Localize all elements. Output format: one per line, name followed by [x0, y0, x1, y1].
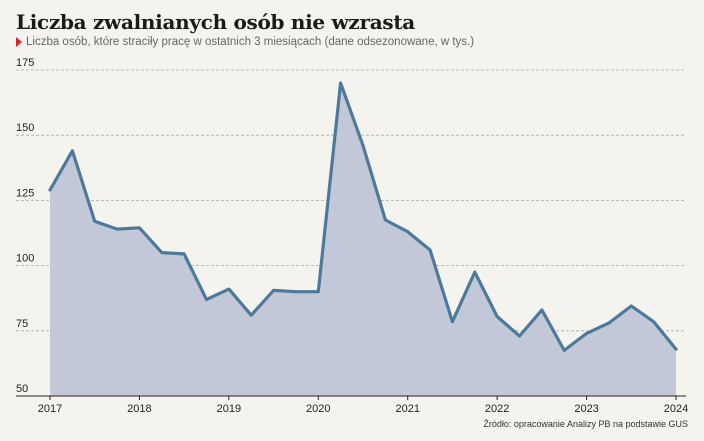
series-area — [50, 83, 676, 396]
x-tick-label: 2019 — [217, 403, 241, 415]
chart-subtitle: Liczba osób, które straciły pracę w osta… — [16, 36, 474, 48]
x-tick-label: 2024 — [664, 403, 688, 415]
source-note: Źródło: opracowanie Analizy PB na podsta… — [483, 419, 688, 429]
x-tick-label: 2021 — [395, 403, 419, 415]
chart-title: Liczba zwalnianych osób nie wzrasta — [16, 10, 415, 34]
y-tick-label: 150 — [16, 122, 34, 134]
x-tick-label: 2022 — [485, 403, 509, 415]
y-tick-label: 50 — [16, 383, 28, 395]
y-tick-label: 125 — [16, 187, 34, 199]
play-icon — [16, 37, 22, 47]
y-tick-label: 100 — [16, 253, 34, 265]
x-tick-label: 2017 — [38, 403, 62, 415]
x-tick-label: 2018 — [127, 403, 151, 415]
x-tick-label: 2023 — [574, 403, 598, 415]
y-tick-label: 175 — [16, 57, 34, 69]
y-tick-label: 75 — [16, 318, 28, 330]
x-tick-label: 2020 — [306, 403, 330, 415]
subtitle-text: Liczba osób, które straciły pracę w osta… — [26, 36, 475, 48]
